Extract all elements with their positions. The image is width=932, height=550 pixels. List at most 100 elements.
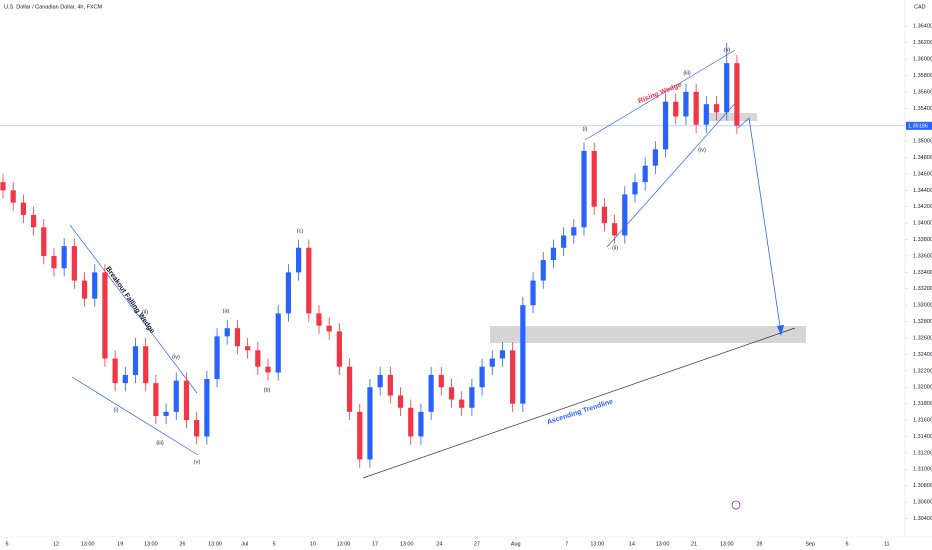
chart-title: U.S. Dollar / Canadian Dollar, 4h, FXCM xyxy=(4,4,103,10)
y-tick-label: 1.31000 xyxy=(913,467,932,473)
breakdown-zone xyxy=(707,113,757,121)
candle-body xyxy=(234,328,241,347)
wave-label: (a) xyxy=(223,308,230,314)
wave-label: (v) xyxy=(194,459,201,465)
currency-label: CAD xyxy=(914,4,926,10)
wedge-line xyxy=(606,99,739,248)
y-tick-label: 1.34200 xyxy=(913,204,932,210)
candle-body xyxy=(611,223,618,236)
candle-body xyxy=(112,358,118,384)
candle-body xyxy=(204,379,210,437)
candle-body xyxy=(601,206,607,224)
support-zone xyxy=(490,326,806,343)
candle-body xyxy=(132,346,139,375)
x-tick-label: 12 xyxy=(53,541,59,547)
candle-body xyxy=(662,101,669,150)
candle-body xyxy=(387,374,393,396)
x-tick-label: 14 xyxy=(629,541,635,547)
last-price-badge xyxy=(906,121,932,130)
candle-body xyxy=(92,272,98,299)
candle-body xyxy=(673,101,679,117)
y-tick-label: 1.35600 xyxy=(913,89,932,95)
x-tick-label: 13:00 xyxy=(590,541,604,547)
x-tick-label: 5 xyxy=(273,541,276,547)
candle-body xyxy=(632,182,638,195)
x-tick-label: Aug xyxy=(511,541,521,547)
wave-label: (iv) xyxy=(172,354,180,360)
candle-body xyxy=(367,387,373,460)
y-tick-label: 1.31600 xyxy=(913,418,932,424)
wave-label: (ii) xyxy=(612,245,618,251)
candle-body xyxy=(61,246,67,269)
y-tick-label: 1.30400 xyxy=(913,516,932,522)
y-tick-label: 1.32400 xyxy=(913,352,932,358)
candle-body xyxy=(224,328,230,337)
candle-body xyxy=(489,358,495,367)
candle-body xyxy=(255,350,261,367)
x-tick-label: 13:00 xyxy=(144,541,158,547)
wedge-line xyxy=(584,49,736,141)
x-tick-label: 13:00 xyxy=(208,541,222,547)
candle-body xyxy=(265,366,271,373)
candle-body xyxy=(357,411,363,460)
candle-body xyxy=(550,247,557,261)
x-tick-label: 26 xyxy=(179,541,185,547)
wedge-line xyxy=(71,376,199,456)
candle-body xyxy=(173,380,179,412)
candle-body xyxy=(408,407,414,437)
candle-body xyxy=(316,313,322,326)
candle-body xyxy=(418,411,424,437)
candle-body xyxy=(153,383,159,416)
y-tick-label: 1.32200 xyxy=(913,368,932,374)
y-tick-label: 1.30800 xyxy=(913,483,932,489)
candle-body xyxy=(734,63,740,126)
y-tick-label: 1.36200 xyxy=(913,40,932,46)
candle-body xyxy=(571,227,577,236)
candle-body xyxy=(713,104,720,113)
candle-body xyxy=(41,227,47,256)
x-tick-label: 7 xyxy=(565,541,568,547)
candle-body xyxy=(81,280,88,299)
candle-body xyxy=(622,194,628,236)
candle-body xyxy=(245,346,251,351)
candle-body xyxy=(561,235,567,248)
candle-body xyxy=(693,91,699,125)
y-tick-label: 1.34600 xyxy=(913,171,932,177)
candle-body xyxy=(326,325,332,332)
x-tick-label: 11 xyxy=(884,541,890,547)
candle-body xyxy=(377,374,383,388)
candle-body xyxy=(71,246,77,281)
x-tick-label: 13:00 xyxy=(656,541,670,547)
y-tick-label: 1.31200 xyxy=(913,450,932,456)
wave-label: (i) xyxy=(114,407,119,413)
candle-body xyxy=(397,395,404,408)
candle-body xyxy=(520,305,526,404)
candle-body xyxy=(346,366,353,412)
x-tick-label: 13:00 xyxy=(400,541,414,547)
candle-body xyxy=(306,247,312,314)
candle-body xyxy=(459,399,465,408)
candle-body xyxy=(336,331,342,367)
y-tick-label: 1.32000 xyxy=(913,385,932,391)
candle-body xyxy=(285,272,292,314)
candle-body xyxy=(102,272,108,359)
candle-body xyxy=(683,91,689,117)
x-tick-label: 13:00 xyxy=(720,541,734,547)
wave-label: (v) xyxy=(724,47,731,53)
y-tick-label: 1.33000 xyxy=(913,303,932,309)
y-tick-label: 1.33800 xyxy=(913,237,932,243)
trendline xyxy=(362,327,796,479)
y-tick-label: 1.36400 xyxy=(913,24,932,30)
y-tick-label: 1.34800 xyxy=(913,155,932,161)
x-tick-label: 6 xyxy=(6,541,9,547)
candle-body xyxy=(499,350,506,359)
y-tick-label: 1.31400 xyxy=(913,434,932,440)
x-tick-label: Sep xyxy=(805,541,815,547)
event-icon xyxy=(731,500,741,510)
candle-body xyxy=(581,150,587,228)
x-tick-label: Jul xyxy=(241,541,248,547)
y-tick-label: 1.33200 xyxy=(913,286,932,292)
x-tick-label: 6 xyxy=(845,541,848,547)
last-price-label: 1.35186 xyxy=(908,123,928,129)
